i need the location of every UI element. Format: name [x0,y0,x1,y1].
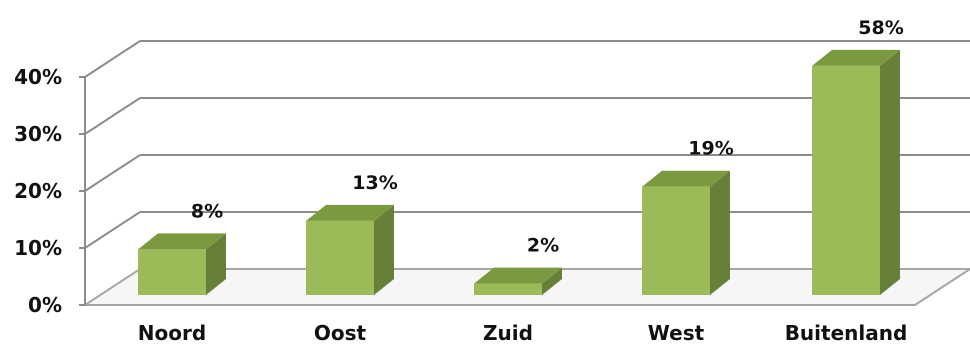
y-tick-label: 40% [14,65,62,89]
data-label: 19% [688,138,733,160]
bar-west [642,170,730,295]
bar-side [880,49,900,295]
bar-top [812,49,900,66]
bar-front [306,220,374,295]
bar-side [710,170,730,295]
y-axis-ticks: 0% 10% 20% 30% 40% [14,65,85,317]
bar-front [474,283,542,295]
gridline-depth [84,211,141,249]
bars [138,49,900,295]
category-label: Oost [314,321,367,345]
bar-side [542,267,562,295]
bar-side [206,233,226,295]
y-tick-label: 30% [14,122,62,146]
data-label: 8% [191,200,223,222]
data-label: 2% [527,235,559,257]
bar-top [474,267,562,284]
data-labels: 8% 13% 2% 19% 58% [191,17,904,257]
bar-buitenland [812,49,900,295]
bar-front [138,249,206,295]
bar-top [138,233,226,250]
x-axis-categories: Noord Oost Zuid West Buitenland [138,321,908,345]
bar-noord [138,233,226,295]
gridline-depth [84,97,141,135]
data-label: 13% [352,172,397,194]
category-label: Buitenland [785,321,908,345]
category-label: West [648,321,705,345]
bar-front [642,186,710,295]
y-tick-label: 10% [14,236,62,260]
bar-top [642,170,730,187]
gridline-depth [84,40,141,78]
data-label: 58% [858,17,903,39]
bar-front [812,65,880,295]
bar-top [306,204,394,221]
category-label: Zuid [483,321,533,345]
y-tick-label: 0% [28,293,62,317]
bar-oost [306,204,394,295]
category-label: Noord [138,321,206,345]
y-tick-label: 20% [14,179,62,203]
gridline-depth [84,154,141,192]
bar-side [374,204,394,295]
bar-zuid [474,267,562,295]
